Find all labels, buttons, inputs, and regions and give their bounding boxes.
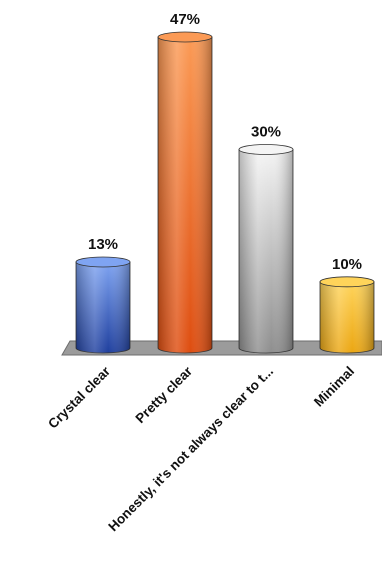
bar-cap [319,276,375,288]
bar-shading [239,149,293,353]
category-label: Pretty clear [133,363,196,426]
bar-shading [320,281,374,353]
bar-cap [75,256,131,268]
bar-cap [238,144,294,155]
bar-shading [158,37,212,353]
bars-layer [75,31,375,354]
bar-shading [76,261,130,353]
category-label: Crystal clear [45,363,113,431]
data-label: 13% [88,236,118,253]
bar-2 [157,31,213,354]
category-label: Minimal [311,364,357,410]
data-label: 47% [170,11,200,28]
bar-cap [157,31,213,43]
bar-3 [238,144,294,354]
category-label: Honestly, it's not always clear to t... [105,364,276,535]
data-label: 10% [332,256,362,273]
bar-4 [319,276,375,354]
data-label: 30% [251,123,281,140]
bar-1 [75,256,131,354]
